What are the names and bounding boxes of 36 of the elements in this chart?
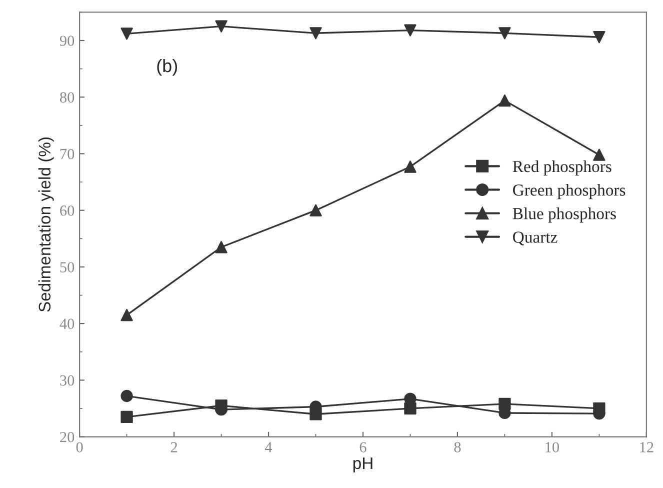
- x-axis-title: pH: [353, 457, 372, 472]
- y-tick-label: 20: [60, 432, 74, 442]
- point: [120, 28, 133, 40]
- point: [120, 308, 133, 322]
- x-tick-label: 2: [170, 442, 178, 452]
- y-tick-label: 40: [60, 318, 74, 329]
- y-tick-label: 30: [60, 375, 74, 386]
- point: [404, 24, 416, 36]
- y-tick-label: 60: [60, 205, 74, 216]
- y-axis-title: Sedimentation yield (%): [38, 138, 54, 312]
- point: [593, 148, 606, 161]
- point: [120, 410, 133, 424]
- x-tick-label: 8: [454, 442, 461, 452]
- y-tick-label: 70: [60, 148, 74, 160]
- y-tick-label: 80: [60, 92, 74, 103]
- y-tick-label: 90: [60, 36, 74, 46]
- x-tick-label: 12: [640, 442, 654, 452]
- point: [215, 20, 228, 32]
- x-tick-label: 0: [76, 442, 83, 452]
- annotation: (b): [157, 58, 178, 76]
- legend-label: Red phosphors: [512, 160, 612, 176]
- point: [215, 241, 228, 254]
- point: [498, 94, 511, 107]
- legend-label: Blue phosphors: [512, 208, 616, 223]
- y-tick-label: 50: [60, 262, 74, 272]
- legend-label: Green phosphors: [513, 184, 626, 200]
- point: [120, 390, 133, 402]
- point: [404, 160, 416, 173]
- x-tick-label: 6: [360, 442, 366, 452]
- x-tick-label: 4: [264, 442, 272, 452]
- point: [498, 27, 511, 40]
- legend-label: Quartz: [513, 232, 558, 246]
- point: [593, 31, 606, 44]
- point: [310, 204, 322, 216]
- x-tick-label: 10: [546, 442, 560, 452]
- point: [310, 27, 322, 40]
